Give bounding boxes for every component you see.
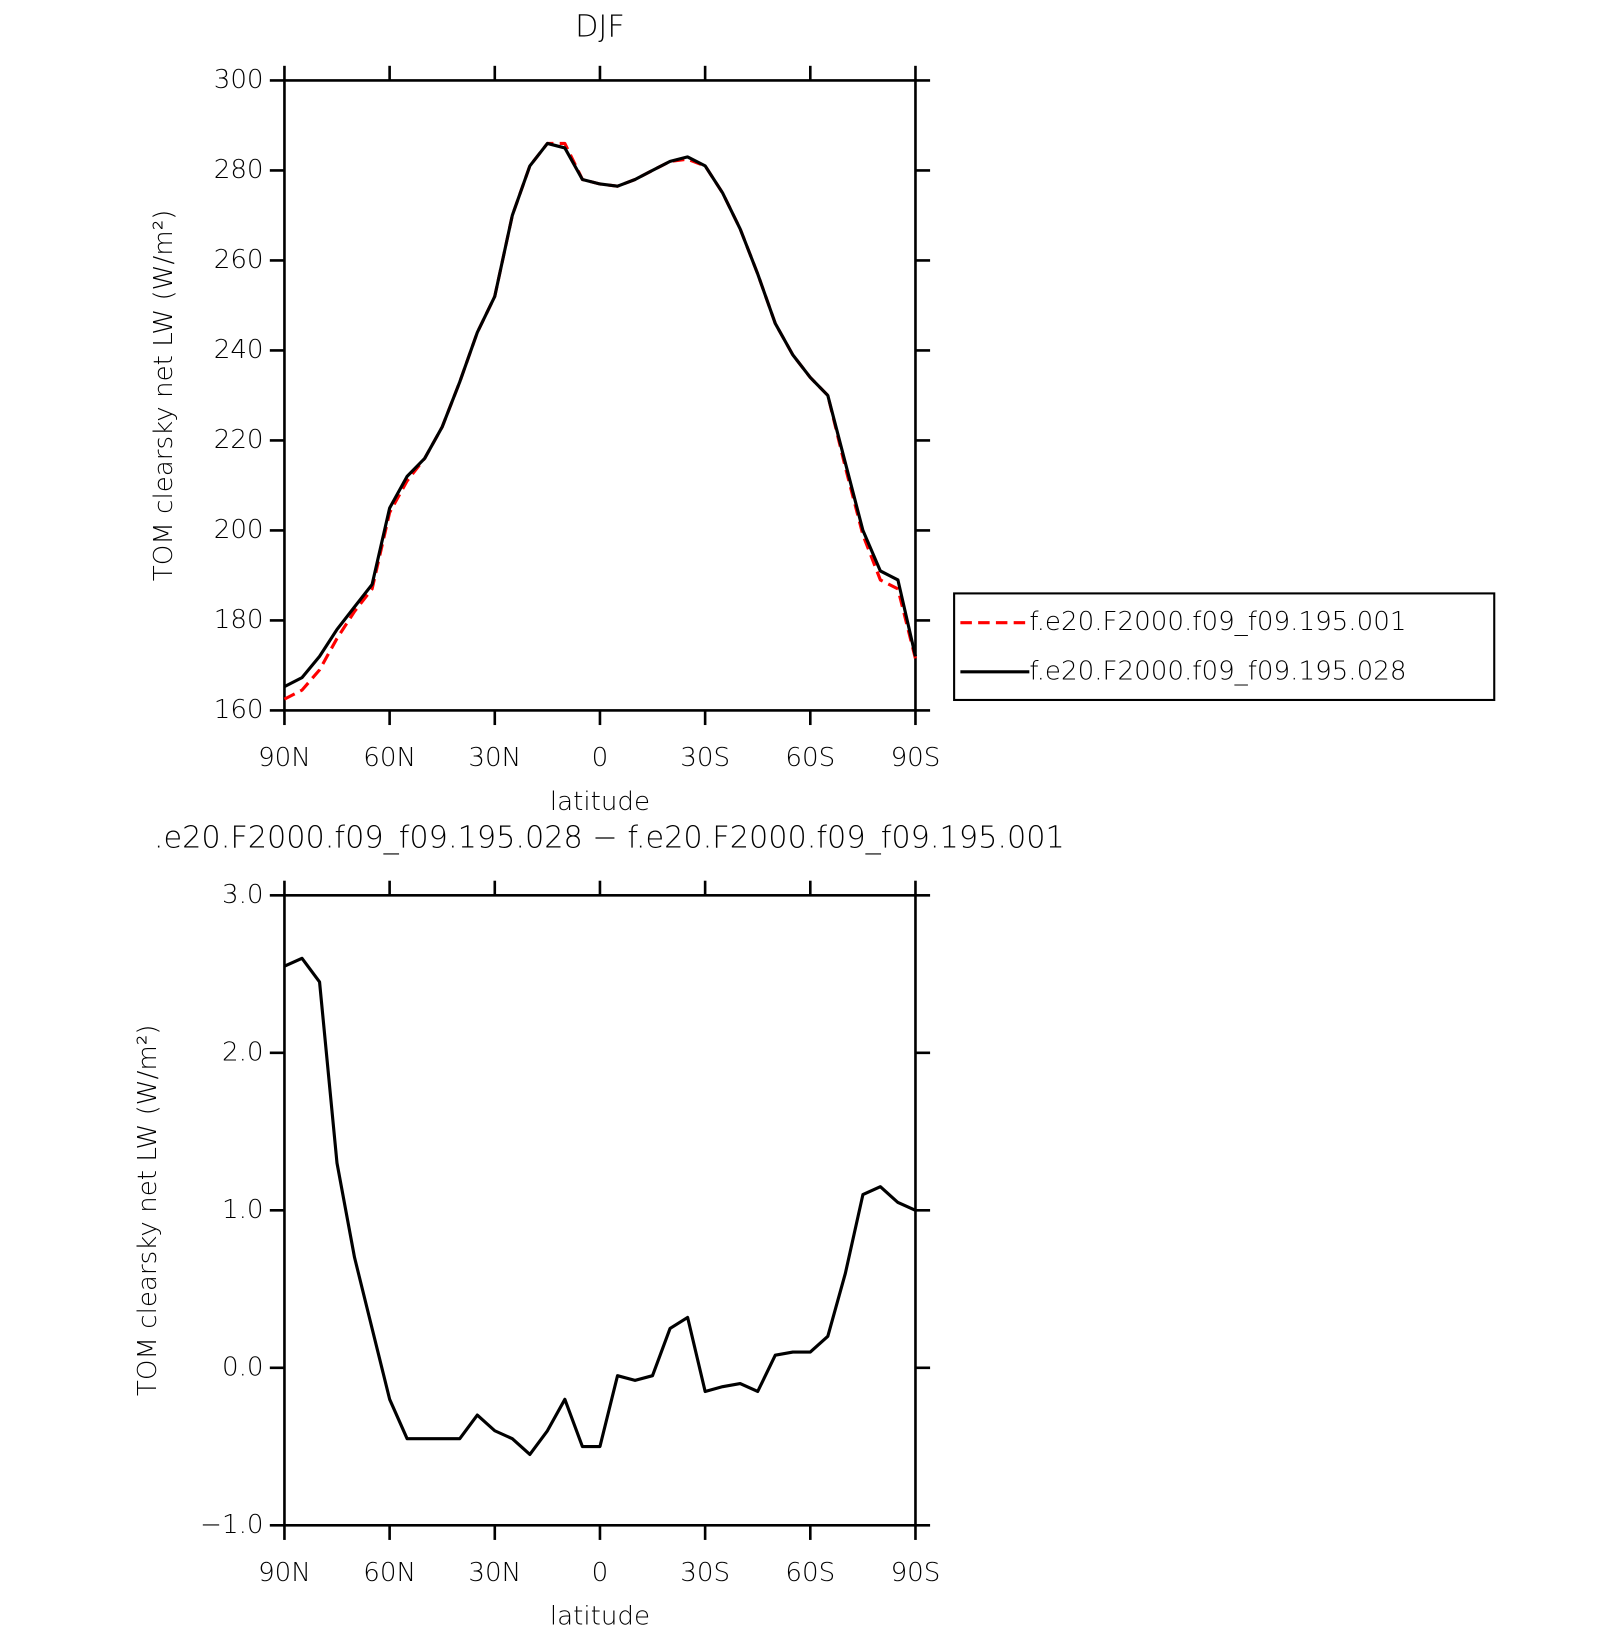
x-tick-label: 30S	[680, 743, 730, 773]
x-tick-label: 90N	[258, 743, 311, 773]
y-tick-label: 260	[214, 245, 264, 275]
x-tick-label: 60N	[363, 743, 416, 773]
y-tick-label: 0.0	[222, 1352, 264, 1382]
y-tick-label: 300	[214, 65, 264, 95]
x-tick-label: 30S	[680, 1558, 730, 1588]
y-tick-label: 180	[214, 605, 264, 635]
x-tick-label: 0	[592, 743, 609, 773]
y-tick-label: 280	[214, 155, 264, 185]
y-axis-label: TOM clearsky net LW (W/m²)	[149, 210, 179, 582]
x-tick-label: 30N	[468, 1558, 521, 1588]
data-line	[283, 956, 917, 1457]
chart-title: DJF	[575, 10, 625, 45]
chart-title: .e20.F2000.f09_f09.195.028 − f.e20.F2000…	[154, 820, 1065, 855]
y-tick-label: 2.0	[222, 1037, 264, 1067]
data-line	[283, 141, 917, 688]
legend-label: f.e20.F2000.f09_f09.195.001	[1029, 607, 1406, 637]
x-axis-label: latitude	[550, 1602, 650, 1632]
x-tick-label: 90N	[258, 1558, 311, 1588]
plot-frame	[283, 894, 917, 1527]
plot-frame	[283, 79, 917, 712]
legend-box	[953, 592, 1496, 702]
x-tick-label: 90S	[891, 743, 941, 773]
y-tick-label: 1.0	[222, 1195, 264, 1225]
y-tick-label: 160	[214, 695, 264, 725]
y-tick-label: 240	[214, 335, 264, 365]
y-axis-label: TOM clearsky net LW (W/m²)	[133, 1025, 163, 1397]
x-tick-label: 90S	[891, 1558, 941, 1588]
x-tick-label: 60N	[363, 1558, 416, 1588]
y-tick-label: 3.0	[222, 880, 264, 910]
y-tick-label: 200	[214, 515, 264, 545]
x-tick-label: 0	[592, 1558, 609, 1588]
legend-label: f.e20.F2000.f09_f09.195.028	[1029, 656, 1406, 686]
x-axis-label: latitude	[550, 787, 650, 817]
y-tick-label: 220	[214, 425, 264, 455]
y-tick-label: −1.0	[200, 1510, 263, 1540]
x-tick-label: 60S	[785, 1558, 835, 1588]
x-tick-label: 30N	[468, 743, 521, 773]
data-line	[283, 141, 917, 701]
x-tick-label: 60S	[785, 743, 835, 773]
